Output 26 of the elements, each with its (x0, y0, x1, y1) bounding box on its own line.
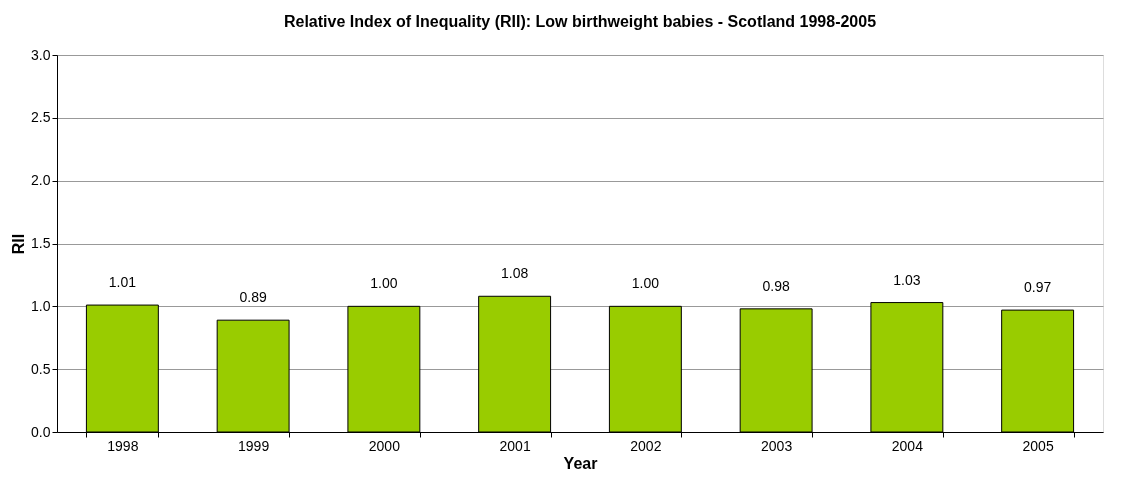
x-tick-label: 1999 (238, 437, 270, 454)
data-label: 0.89 (239, 289, 267, 306)
y-tick-label: 2.5 (31, 109, 51, 126)
x-tick-label: 2004 (891, 437, 924, 454)
x-tick-label: 2003 (761, 437, 793, 454)
y-tick-label: 2.0 (31, 172, 51, 189)
x-tick-label: 1998 (107, 437, 139, 454)
y-tick-label: 0.0 (31, 423, 51, 440)
x-tick-label: 2002 (630, 437, 662, 454)
x-tick-label: 2005 (1022, 437, 1054, 454)
x-axis-title: Year (563, 454, 598, 472)
data-label: 1.00 (370, 275, 398, 292)
y-tick-label: 3.0 (31, 46, 51, 63)
data-label: 1.03 (893, 271, 921, 288)
y-tick-label: 1.0 (31, 297, 51, 314)
y-tick-label: 0.5 (31, 360, 51, 377)
data-label: 1.08 (501, 265, 529, 282)
x-tick-label: 2000 (368, 437, 401, 454)
data-label: 0.98 (762, 277, 790, 294)
y-tick-label: 1.5 (31, 235, 51, 251)
data-label: 1.01 (108, 274, 137, 291)
y-axis-title: RII (10, 233, 28, 255)
chart-title: Relative Index of Inequality (RII): Low birthweight babies - Scotland 1998-2005 (283, 13, 877, 30)
x-tick-label: 2001 (499, 437, 531, 454)
data-label: 1.00 (631, 275, 660, 292)
data-label: 0.97 (1024, 279, 1052, 296)
